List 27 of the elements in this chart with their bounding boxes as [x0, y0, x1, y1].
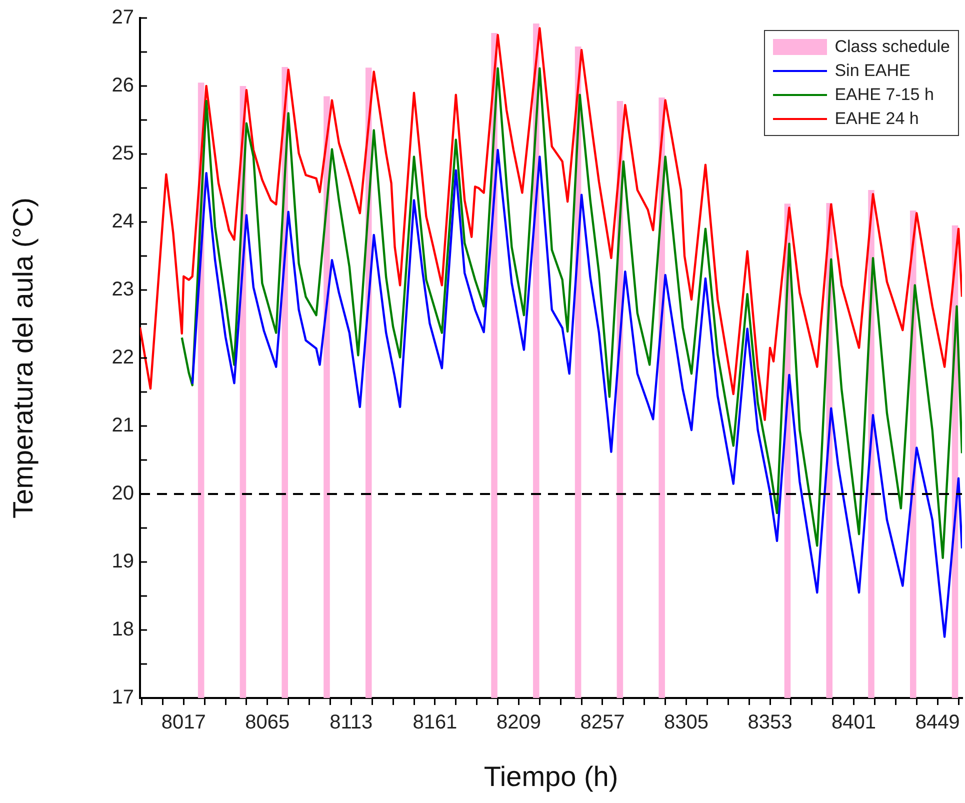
y-tick-label: 19 — [112, 550, 134, 573]
x-tick-label: 8401 — [832, 712, 876, 734]
y-tick-label: 24 — [112, 210, 134, 233]
y-axis-title: Temperatura del aula (°C) — [8, 198, 39, 518]
x-tick-label: 8209 — [496, 712, 541, 734]
x-tick-label: 8257 — [580, 712, 625, 734]
y-tick-label: 17 — [112, 686, 134, 709]
legend-label: Sin EAHE — [834, 61, 910, 81]
x-tick-label: 8065 — [245, 712, 290, 734]
legend-label: Class schedule — [834, 37, 950, 57]
y-tick-label: 27 — [112, 6, 134, 29]
x-tick-label: 8305 — [664, 712, 709, 734]
x-tick-label: 8449 — [915, 712, 960, 734]
x-tick-label: 8017 — [161, 712, 206, 734]
y-tick-label: 26 — [112, 74, 134, 97]
y-tick-label: 18 — [112, 618, 134, 641]
y-tick-label: 20 — [112, 482, 134, 505]
x-tick-label: 8161 — [412, 712, 458, 734]
x-tick-label: 8113 — [330, 712, 373, 734]
y-tick-label: 22 — [112, 346, 134, 369]
y-tick-label: 21 — [112, 414, 134, 437]
legend-label: EAHE 24 h — [834, 109, 919, 129]
y-tick-label: 23 — [112, 278, 134, 301]
x-axis-title: Tiempo (h) — [484, 760, 618, 792]
x-tick-label: 8353 — [748, 712, 792, 734]
legend-label: EAHE 7-15 h — [834, 85, 934, 105]
y-tick-label: 25 — [112, 142, 134, 165]
